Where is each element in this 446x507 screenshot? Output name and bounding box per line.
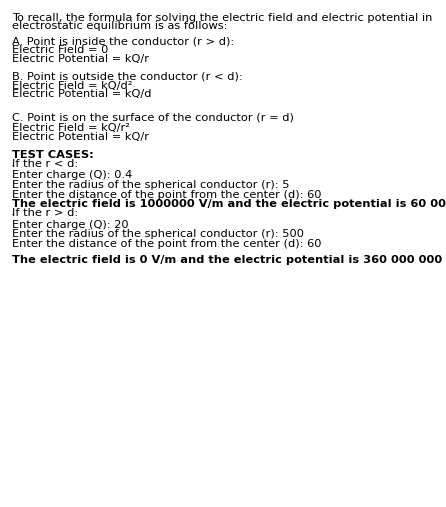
Text: Electric Potential = kQ/d: Electric Potential = kQ/d: [12, 89, 151, 99]
Text: A. Point is inside the conductor (r > d):: A. Point is inside the conductor (r > d)…: [12, 37, 234, 47]
Text: Enter the distance of the point from the center (d): 60: Enter the distance of the point from the…: [12, 190, 321, 200]
Text: Electric Field = 0: Electric Field = 0: [12, 45, 108, 55]
Text: If the r < d:: If the r < d:: [12, 159, 78, 169]
Text: Enter charge (Q): 0.4: Enter charge (Q): 0.4: [12, 170, 132, 180]
Text: Enter charge (Q): 20: Enter charge (Q): 20: [12, 220, 128, 230]
Text: The electric field is 1000000 V/m and the electric potential is 60 000 000 V.: The electric field is 1000000 V/m and th…: [12, 199, 446, 209]
Text: Enter the radius of the spherical conductor (r): 5: Enter the radius of the spherical conduc…: [12, 180, 289, 190]
Text: Electric Field = kQ/d²: Electric Field = kQ/d²: [12, 81, 132, 91]
Text: The electric field is 0 V/m and the electric potential is 360 000 000 V.: The electric field is 0 V/m and the elec…: [12, 255, 446, 265]
Text: Electric Potential = kQ/r: Electric Potential = kQ/r: [12, 132, 149, 142]
Text: electrostatic equilibrium is as follows:: electrostatic equilibrium is as follows:: [12, 21, 227, 31]
Text: TEST CASES:: TEST CASES:: [12, 150, 94, 160]
Text: Enter the radius of the spherical conductor (r): 500: Enter the radius of the spherical conduc…: [12, 229, 304, 239]
Text: B. Point is outside the conductor (r < d):: B. Point is outside the conductor (r < d…: [12, 72, 243, 82]
Text: Electric Potential = kQ/r: Electric Potential = kQ/r: [12, 54, 149, 64]
Text: If the r > d:: If the r > d:: [12, 208, 78, 218]
Text: Electric Field = kQ/r²: Electric Field = kQ/r²: [12, 123, 130, 133]
Text: Enter the distance of the point from the center (d): 60: Enter the distance of the point from the…: [12, 239, 321, 249]
Text: To recall, the formula for solving the electric field and electric potential in: To recall, the formula for solving the e…: [12, 13, 432, 23]
Text: C. Point is on the surface of the conductor (r = d): C. Point is on the surface of the conduc…: [12, 112, 293, 122]
